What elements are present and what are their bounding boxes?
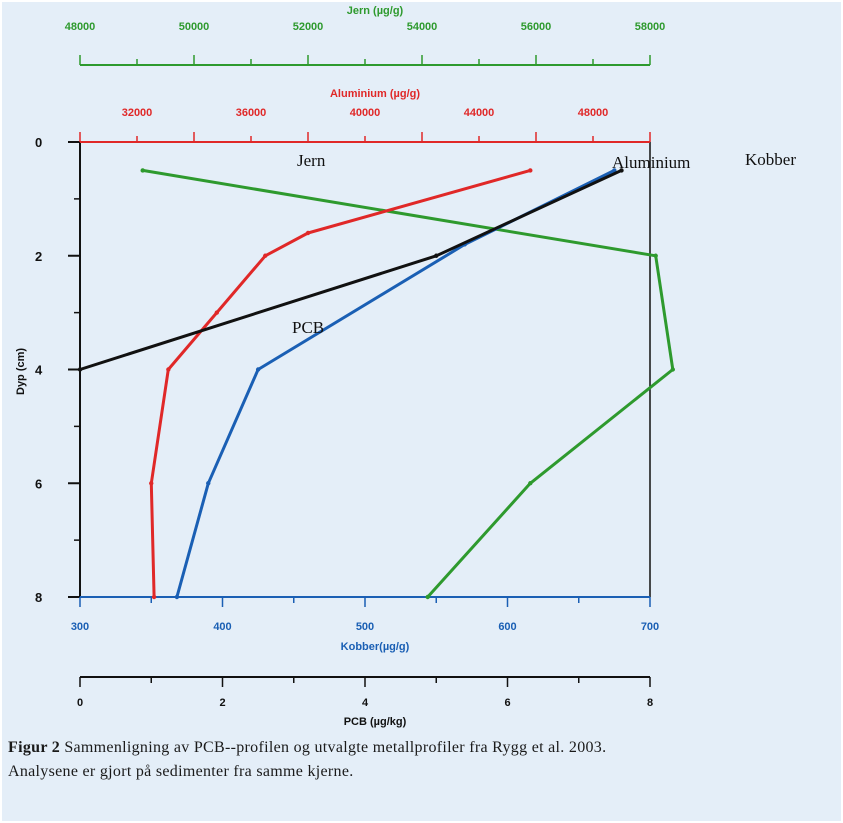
pcb-tick-label: 6 [504, 697, 510, 709]
pcb-axis-title: PCB (µg/kg) [344, 716, 407, 728]
pcb-tick-label: 4 [362, 697, 369, 709]
series-aluminium-point [214, 310, 219, 315]
series-jern-point [653, 253, 658, 258]
y-tick-label: 4 [35, 363, 43, 378]
jern-tick-label: 56000 [521, 21, 552, 33]
series-pcb-point [77, 367, 83, 372]
jern-tick-label: 52000 [293, 21, 324, 33]
jern-axis-title: Jern (µg/g) [347, 5, 404, 17]
annotation-jern: Jern [297, 151, 326, 170]
aluminium-tick-label: 44000 [464, 107, 495, 119]
aluminium-tick-label: 36000 [236, 107, 267, 119]
jern-tick-label: 54000 [407, 21, 438, 33]
series-kobber-point [255, 367, 261, 372]
annotation-pcb: PCB [292, 318, 324, 337]
pcb-tick-label: 8 [647, 697, 653, 709]
series-pcb-point [619, 168, 624, 173]
jern-tick-label: 58000 [635, 21, 666, 33]
aluminium-tick-label: 40000 [350, 107, 381, 119]
series-aluminium-point [305, 230, 311, 236]
kobber-tick-label: 500 [356, 621, 374, 633]
annotation-aluminium: Aluminium [612, 153, 690, 172]
series-jern-point [425, 594, 430, 600]
aluminium-axis-title: Aluminium (µg/g) [330, 88, 420, 100]
series-aluminium-line [149, 168, 531, 598]
jern-tick-label: 50000 [179, 21, 210, 33]
pcb-tick-label: 0 [77, 697, 83, 709]
series-aluminium-point [151, 594, 157, 600]
series-pcb-line [79, 169, 623, 371]
series-kobber-line [175, 169, 616, 598]
series-aluminium-point [166, 367, 171, 372]
kobber-tick-label: 700 [641, 621, 659, 633]
series-aluminium-point [149, 481, 154, 486]
kobber-tick-label: 600 [498, 621, 516, 633]
series-kobber-point [206, 481, 211, 486]
caption-text: Sammenligning av PCB--profilen og utvalg… [8, 739, 607, 780]
annotation-kobber: Kobber [745, 150, 796, 169]
series-pcb-point [434, 253, 439, 258]
aluminium-tick-label: 48000 [578, 107, 609, 119]
kobber-tick-label: 300 [71, 621, 89, 633]
y-tick-label: 2 [35, 249, 42, 264]
figure-caption: Figur 2 Sammenligning av PCB--profilen o… [8, 736, 608, 784]
series-jern-point [140, 168, 145, 173]
aluminium-tick-label: 32000 [122, 107, 153, 119]
jern-tick-label: 48000 [65, 21, 96, 33]
caption-bold: Figur 2 [8, 739, 61, 756]
y-axis-title: Dyp (cm) [15, 348, 27, 395]
pcb-tick-label: 2 [219, 697, 225, 709]
kobber-tick-label: 400 [213, 621, 231, 633]
series-jern-point [528, 481, 533, 486]
series-jern-line [142, 168, 675, 599]
series-jern-point [670, 367, 675, 372]
y-tick-label: 0 [35, 135, 42, 150]
kobber-axis-title: Kobber(µg/g) [341, 641, 410, 653]
y-tick-label: 6 [35, 476, 42, 491]
series-aluminium-point [263, 253, 268, 258]
series-aluminium-point [528, 168, 533, 173]
series-kobber-point [174, 594, 180, 600]
y-tick-label: 8 [35, 590, 42, 605]
